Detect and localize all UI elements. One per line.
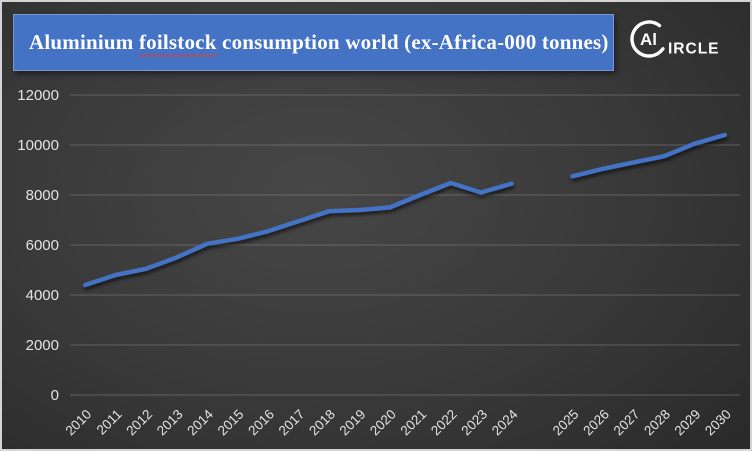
x-axis-tick-label: 2017 xyxy=(276,407,308,439)
y-axis-tick-label: 2000 xyxy=(26,337,59,354)
x-axis-tick-label: 2012 xyxy=(123,407,155,439)
series-line-historical xyxy=(82,180,514,288)
series-line-forecast xyxy=(570,132,728,179)
x-axis-tick-label: 2028 xyxy=(641,407,673,439)
x-axis-tick-label: 2021 xyxy=(397,407,429,439)
chart-title: Aluminium foilstock consumption world (e… xyxy=(14,30,609,55)
alcircle-logo: Al IRCLE xyxy=(630,15,742,65)
alcircle-al-text: Al xyxy=(640,30,657,49)
y-axis-tick-label: 10000 xyxy=(17,137,59,154)
x-axis-tick-label: 2022 xyxy=(428,407,460,439)
x-axis-tick-label: 2029 xyxy=(672,407,704,439)
chart-title-banner: Aluminium foilstock consumption world (e… xyxy=(13,14,614,71)
x-axis-tick-label: 2014 xyxy=(184,406,216,438)
chart-title-suffix: consumption world (ex-Africa-000 tonnes) xyxy=(216,30,609,54)
x-axis-tick-label: 2015 xyxy=(215,407,247,439)
x-axis-tick-label: 2030 xyxy=(702,407,734,439)
alcircle-c-ring-icon xyxy=(630,20,665,58)
x-axis-tick-label: 2013 xyxy=(154,407,186,439)
x-axis-tick-label: 2019 xyxy=(337,407,369,439)
x-axis-tick-label: 2011 xyxy=(94,407,125,438)
x-axis-tick-label: 2024 xyxy=(489,406,521,438)
x-axis-tick-label: 2018 xyxy=(306,407,338,439)
x-axis-tick-label: 2025 xyxy=(550,407,582,439)
chart-title-prefix: Aluminium xyxy=(29,30,139,54)
x-axis-tick-label: 2023 xyxy=(458,407,490,439)
y-axis-tick-label: 8000 xyxy=(26,187,59,204)
x-axis-tick-label: 2026 xyxy=(580,407,612,439)
x-axis-tick-label: 2010 xyxy=(62,407,94,439)
alcircle-ircle-text: IRCLE xyxy=(668,41,720,58)
y-axis-tick-label: 0 xyxy=(51,387,59,404)
misspelled-word: foilstock xyxy=(138,30,217,54)
x-axis-tick-label: 2020 xyxy=(367,407,399,439)
x-axis-tick-label: 2016 xyxy=(245,407,277,439)
y-axis-tick-label: 6000 xyxy=(26,237,59,254)
y-axis-tick-label: 12000 xyxy=(17,87,59,104)
alcircle-logo-icon: Al IRCLE xyxy=(630,20,720,58)
x-axis-tick-label: 2027 xyxy=(611,407,643,439)
y-axis-tick-label: 4000 xyxy=(26,287,59,304)
